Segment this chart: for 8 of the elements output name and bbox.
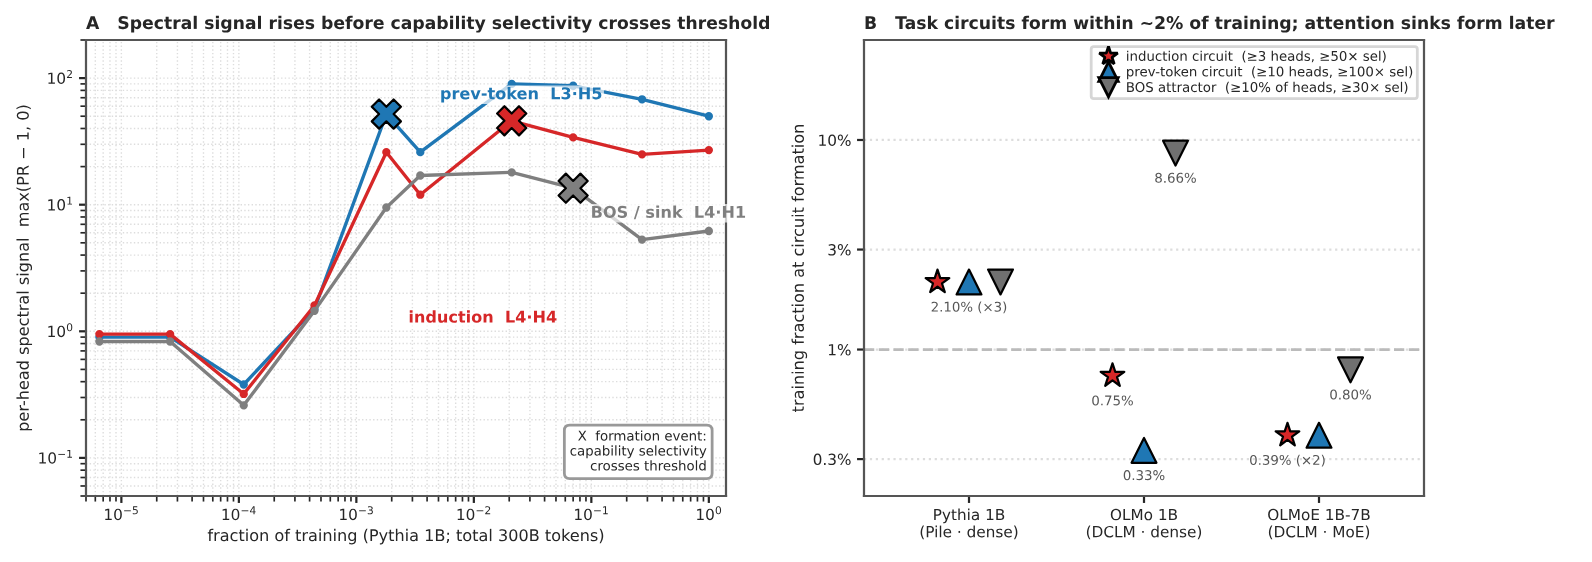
text: induction L4·H4 bbox=[409, 310, 557, 323]
chart-title: A Spectral signal rises before capability selectivity crosses threshold bbox=[86, 15, 769, 33]
y-axis-title: training fraction at circuit formation bbox=[791, 125, 808, 412]
chart-title: B Task circuits form within ~2% of training; attention sinks form later bbox=[865, 15, 1555, 33]
series-label: BOS / sink L4·H1 bbox=[592, 205, 746, 220]
x-axis-title: fraction of training (Pythia 1B; total 300B tokens) bbox=[207, 528, 604, 545]
y-axis-title: per-head spectral signal max(PR − 1, 0) bbox=[16, 105, 33, 431]
series-label: prev-token L3·H5 bbox=[441, 86, 602, 103]
